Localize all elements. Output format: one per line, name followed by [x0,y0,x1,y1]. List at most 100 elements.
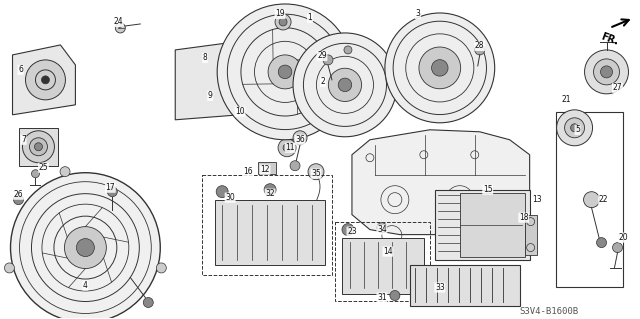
Circle shape [344,46,352,54]
Text: 35: 35 [311,169,321,178]
Circle shape [22,131,54,163]
Circle shape [26,60,65,100]
Circle shape [4,263,15,273]
Circle shape [596,238,607,248]
Circle shape [475,45,484,55]
Circle shape [390,291,400,300]
Circle shape [600,66,612,78]
Circle shape [385,13,495,123]
Text: 34: 34 [377,225,387,234]
Bar [202,175,332,275]
Circle shape [13,195,24,205]
Circle shape [108,187,117,197]
Text: 15: 15 [483,185,493,194]
Text: 24: 24 [113,18,123,26]
Bar [258,162,276,174]
Text: 3: 3 [415,10,420,19]
Circle shape [338,78,352,92]
Text: 25: 25 [38,163,48,172]
Text: 23: 23 [347,227,356,236]
Bar [215,200,325,264]
Circle shape [584,192,600,208]
Polygon shape [13,45,76,115]
Text: 13: 13 [532,195,541,204]
Text: 32: 32 [265,189,275,198]
Text: 36: 36 [295,135,305,144]
Circle shape [308,164,324,180]
Circle shape [217,4,353,140]
Circle shape [268,55,302,89]
Circle shape [342,224,354,236]
Circle shape [571,124,579,132]
Text: 20: 20 [619,233,628,242]
Text: S3V4-B1600B: S3V4-B1600B [520,308,579,316]
Circle shape [65,226,106,269]
Text: 2: 2 [321,78,325,86]
Text: 28: 28 [475,41,484,50]
Text: 17: 17 [106,183,115,192]
Circle shape [275,14,291,30]
Text: 11: 11 [285,143,295,152]
Circle shape [247,105,257,115]
Text: 14: 14 [383,247,393,256]
Circle shape [584,50,628,94]
Circle shape [278,65,292,79]
Bar [342,238,424,293]
Text: 30: 30 [225,193,235,202]
Circle shape [564,118,584,138]
Circle shape [377,223,387,233]
Text: 22: 22 [599,195,608,204]
Text: 1: 1 [308,13,312,22]
Circle shape [290,161,300,171]
Circle shape [283,144,291,152]
Bar [556,112,623,286]
Polygon shape [352,130,530,238]
Bar [335,222,430,301]
Circle shape [115,23,125,33]
Circle shape [278,139,296,157]
Circle shape [31,170,40,178]
Circle shape [143,298,153,308]
Circle shape [293,33,397,137]
Text: 12: 12 [260,165,270,174]
Text: 7: 7 [21,135,26,144]
Text: 19: 19 [275,10,285,19]
Ellipse shape [200,73,290,91]
Circle shape [431,60,448,76]
Circle shape [264,184,276,196]
Text: 29: 29 [317,51,327,60]
Circle shape [279,18,287,26]
Bar [19,128,58,166]
Circle shape [42,76,49,84]
Circle shape [593,59,620,85]
Circle shape [156,263,166,273]
Bar [410,264,520,307]
Circle shape [612,242,623,253]
Text: 21: 21 [562,95,572,104]
Text: 26: 26 [13,190,23,199]
Circle shape [29,138,47,156]
Circle shape [323,55,333,65]
Circle shape [328,68,362,101]
Text: 27: 27 [612,83,622,93]
Circle shape [557,110,593,146]
Text: 6: 6 [18,65,23,74]
Bar [525,215,536,255]
Text: 8: 8 [203,53,207,63]
Circle shape [293,131,307,145]
Circle shape [242,100,262,120]
Circle shape [60,167,70,177]
Text: 4: 4 [83,281,88,290]
Text: 33: 33 [435,283,445,292]
Circle shape [35,143,42,151]
Text: 31: 31 [377,293,387,302]
Circle shape [76,239,94,256]
Circle shape [10,173,160,319]
Text: 9: 9 [208,91,212,100]
Text: 5: 5 [575,125,580,134]
Text: FR.: FR. [600,32,620,48]
Circle shape [216,186,228,198]
Bar [460,193,525,256]
Polygon shape [175,32,330,120]
Circle shape [419,47,461,89]
